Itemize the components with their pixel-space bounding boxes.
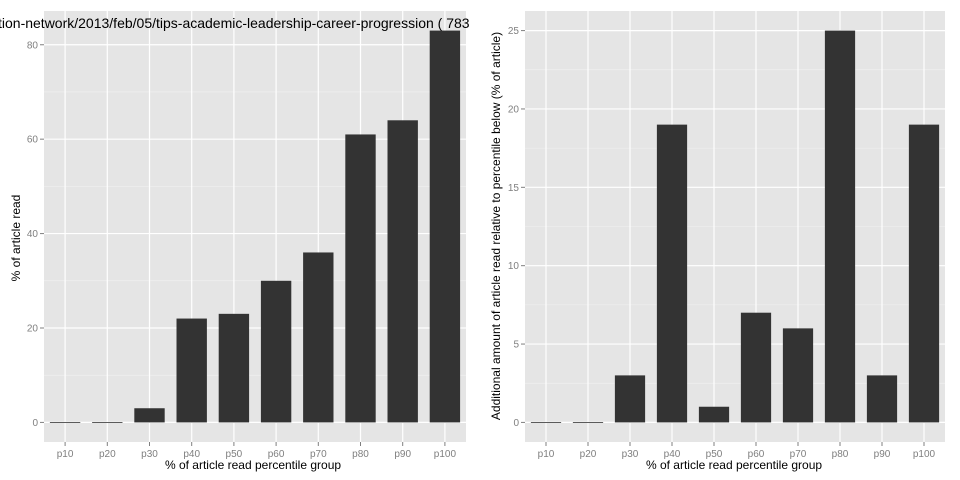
right-chart-bar-p90 [866, 375, 898, 423]
right-chart-x-tick-label: p40 [664, 449, 681, 460]
left-chart-y-tick-label: 0 [32, 418, 38, 429]
right-chart: 0 5 10 15 20 25 p10 p20 p30 p40 p50 p60 p70 p80 p90 p10… [489, 11, 945, 472]
left-chart-bar-p100 [429, 30, 461, 423]
right-chart-x-tick-label: p70 [790, 449, 807, 460]
right-chart-y-axis-label: Additional amount of article read relati… [489, 32, 503, 420]
right-chart-bar-p100 [908, 124, 940, 423]
right-chart-y-tick-label: 25 [508, 26, 520, 37]
right-chart-plot-area: 0 5 10 15 20 25 p10 p20 p30 p40 p50 p60 p70 p80 p90 p10… [508, 11, 945, 460]
left-chart-title: tion-network/2013/feb/05/tips-academic-l… [0, 15, 470, 31]
left-chart-bar-p30 [134, 408, 165, 423]
left-chart-x-tick-label: p70 [310, 449, 327, 460]
left-chart-x-tick-label: p90 [394, 449, 411, 460]
right-chart-x-tick-label: p50 [706, 449, 723, 460]
right-chart-x-tick-label: p90 [874, 449, 891, 460]
left-chart-bar-p20 [92, 422, 123, 423]
right-chart-y-tick-label: 5 [513, 340, 519, 351]
left-chart-x-tick-label: p50 [226, 449, 243, 460]
left-chart-x-tick-label: p30 [141, 449, 158, 460]
left-chart-x-tick-label: p10 [57, 449, 74, 460]
right-chart-bar-p40 [656, 124, 688, 423]
right-chart-x-axis-label: % of article read percentile group [646, 458, 822, 472]
left-chart-plot-area: 0 20 40 60 80 p10 p20 p30 p40 p50 p60 p70 p80 p90 p100 [27, 11, 466, 460]
right-chart-y-tick-label: 10 [508, 261, 520, 272]
right-chart-x-tick-label: p20 [580, 449, 597, 460]
right-chart-bar-p80 [824, 30, 856, 423]
left-chart-x-axis-label: % of article read percentile group [165, 458, 341, 472]
right-chart-x-tick-label: p30 [622, 449, 639, 460]
left-chart-y-tick-label: 60 [27, 135, 39, 146]
right-chart-bar-p60 [740, 312, 772, 423]
left-chart-bar-p50 [218, 313, 250, 423]
left-chart-y-axis-label: % of article read [9, 195, 23, 282]
left-chart-y-tick-label: 80 [27, 40, 39, 51]
left-chart-x-tick-label: p60 [268, 449, 285, 460]
left-chart-y-tick-label: 40 [27, 229, 39, 240]
right-chart-x-tick-label: p80 [832, 449, 849, 460]
right-chart-bar-p10 [530, 422, 562, 423]
right-chart-x-tick-label: p100 [913, 449, 936, 460]
right-chart-y-tick-label: 20 [508, 104, 520, 115]
left-chart-x-tick-label: p20 [99, 449, 116, 460]
right-chart-x-tick-label: p10 [538, 449, 555, 460]
left-chart-y-tick-label: 20 [27, 323, 39, 334]
right-chart-bar-p70 [782, 328, 814, 423]
left-chart: 0 20 40 60 80 p10 p20 p30 p40 p50 p60 p70 p80 p90 p100… [0, 11, 470, 472]
left-chart-bar-p90 [387, 120, 418, 423]
left-chart-bar-p60 [260, 280, 292, 423]
right-chart-bar-p30 [614, 375, 646, 423]
right-chart-bar-p50 [698, 406, 730, 423]
left-chart-bar-p40 [176, 318, 207, 423]
left-chart-bar-p10 [49, 422, 81, 423]
right-chart-y-tick-label: 15 [508, 183, 520, 194]
right-chart-y-tick-label: 0 [513, 418, 519, 429]
left-chart-x-tick-label: p40 [183, 449, 200, 460]
right-chart-x-tick-label: p60 [748, 449, 765, 460]
left-chart-x-tick-label: p80 [352, 449, 369, 460]
left-chart-bar-p80 [345, 134, 376, 423]
right-chart-bar-p20 [572, 422, 604, 423]
left-chart-x-tick-label: p100 [434, 449, 457, 460]
left-chart-bar-p70 [303, 252, 334, 423]
